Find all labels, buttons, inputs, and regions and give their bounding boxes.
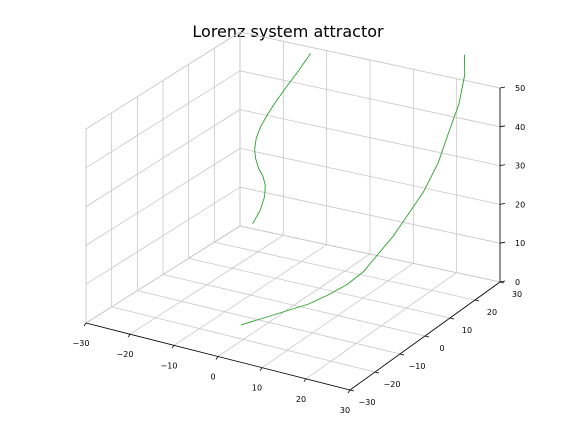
back-wall-grid-line-z [239,225,501,283]
floor-grid-line-y [188,257,451,319]
x-tick-mark [83,322,87,327]
side-wall-grid-line-z [85,186,241,285]
x-tick-mark [259,367,263,371]
x-tick-mark [347,389,351,394]
z-tick-label: 40 [515,123,525,132]
side-wall-grid-line-z [85,109,241,207]
y-tick-mark [399,353,405,356]
back-wall-grid-line-z [239,31,501,89]
z-tick-mark [499,125,506,128]
x-tick-label: −10 [161,361,178,370]
y-tick-label: 30 [512,290,522,299]
x-tick-label: 30 [340,406,350,415]
x-tick-mark [215,356,219,360]
series [240,53,466,326]
y-tick-mark [349,389,355,392]
trajectory-line [240,54,466,326]
z-tick-label: 30 [515,162,525,171]
y-tick-label: −10 [409,362,426,371]
floor-grid-line-y [137,290,401,355]
x-tick-label: 0 [210,373,215,382]
z-tick-label: 50 [515,84,525,93]
z-tick-label: 10 [515,239,525,248]
floor-grid-line-y [214,241,476,301]
chart-title: Lorenz system attractor [192,22,384,41]
y-tick-mark [474,299,480,302]
x-tick-mark [303,378,307,383]
trajectory-line [252,53,311,225]
y-tick-label: −30 [359,398,376,407]
back-wall-grid-line-z [239,148,501,205]
tick-labels: −30 −20 −10 0 10 20 30 −30 −20 −10 0 10 20 30 0 10 20 30 4… [73,84,526,415]
z-tick-mark [499,280,506,283]
x-tick-label: 10 [252,384,262,393]
z-tick-mark [499,86,506,89]
z-tick-label: 20 [515,200,525,209]
y-tick-label: 0 [439,344,444,353]
y-tick-label: 10 [462,326,472,335]
side-wall-grid-line-z [85,70,241,169]
x-tick-label: 20 [296,395,306,404]
floor-grid-line-y [111,306,376,373]
y-tick-label: 20 [487,308,497,317]
side-wall-grid-line-z [85,148,241,246]
back-wall-grid-line-z [239,109,501,166]
y-tick-mark [424,335,430,338]
z-tick-mark [499,164,506,166]
z-tick-mark [499,241,506,244]
z-tick-mark [499,203,506,205]
side-wall-grid-line-z [85,225,241,324]
z-tick-label: 0 [515,278,520,287]
x-tick-mark [171,345,175,349]
back-wall-grid-line-z [239,70,501,128]
side-wall-grid-line-z [85,31,241,130]
x-tick-label: −30 [73,339,90,348]
x-tick-mark [127,333,131,338]
x-tick-label: −20 [117,350,134,359]
grid [85,31,501,391]
y-tick-mark [449,317,455,320]
back-wall-grid-line-z [239,186,501,244]
floor-grid-line-y [162,274,426,337]
y-tick-label: −20 [384,380,401,389]
axes [83,86,506,394]
y-tick-mark [374,371,380,374]
